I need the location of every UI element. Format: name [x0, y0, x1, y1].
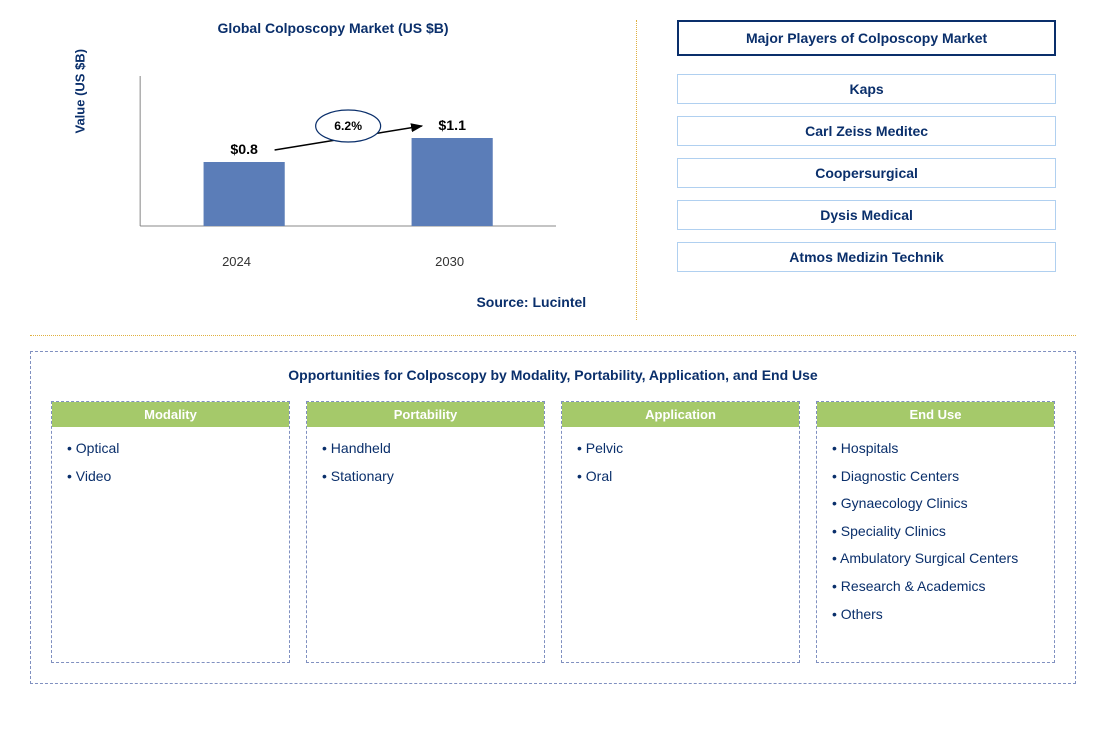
opportunity-items: • Handheld • Stationary: [307, 427, 544, 662]
opportunity-column-header: Portability: [307, 402, 544, 427]
player-item: Atmos Medizin Technik: [677, 242, 1056, 272]
bar-chart-svg: $0.8 $1.1 6.2%: [130, 66, 556, 246]
major-players-panel: Major Players of Colposcopy Market Kaps C…: [637, 20, 1076, 320]
chart-container: Value (US $B) $0.8$1.16.2%: [130, 66, 556, 246]
svg-text:6.2%: 6.2%: [334, 119, 362, 133]
source-text: Source: Lucintel: [476, 294, 586, 310]
opportunity-item: • Ambulatory Surgical Centers: [832, 549, 1039, 569]
x-axis-tick-label: 2024: [130, 254, 343, 269]
opportunity-column-header: End Use: [817, 402, 1054, 427]
opportunity-column-header: Application: [562, 402, 799, 427]
opportunity-item: • Speciality Clinics: [832, 522, 1039, 542]
opportunity-items: • Hospitals • Diagnostic Centers • Gynaeco…: [817, 427, 1054, 662]
opportunity-column: Application • Pelvic • Oral: [561, 401, 800, 663]
opportunity-item: • Handheld: [322, 439, 529, 459]
players-title: Major Players of Colposcopy Market: [677, 20, 1056, 56]
opportunity-item: • Diagnostic Centers: [832, 467, 1039, 487]
opportunities-section: Opportunities for Colposcopy by Modality…: [30, 351, 1076, 684]
opportunity-item: • Optical: [67, 439, 274, 459]
x-axis-labels: 20242030: [130, 254, 556, 269]
section-divider: [30, 335, 1076, 336]
y-axis-label: Value (US $B): [73, 49, 88, 134]
opportunity-item: • Gynaecology Clinics: [832, 494, 1039, 514]
x-axis-tick-label: 2030: [343, 254, 556, 269]
opportunity-items: • Pelvic • Oral: [562, 427, 799, 662]
player-item: Carl Zeiss Meditec: [677, 116, 1056, 146]
opportunity-item: • Pelvic: [577, 439, 784, 459]
svg-text:$1.1: $1.1: [438, 117, 466, 133]
chart-title: Global Colposcopy Market (US $B): [30, 20, 636, 36]
opportunity-item: • Others: [832, 605, 1039, 625]
opportunity-item: • Oral: [577, 467, 784, 487]
opportunity-column: End Use• Hospitals• Diagnostic Centers• …: [816, 401, 1055, 663]
opportunity-items: • Optical • Video: [52, 427, 289, 662]
player-item: Coopersurgical: [677, 158, 1056, 188]
opportunities-columns: Modality• Optical• VideoPortability• Han…: [51, 401, 1055, 663]
player-item: Kaps: [677, 74, 1056, 104]
opportunity-item: • Video: [67, 467, 274, 487]
players-list: Kaps Carl Zeiss Meditec Coopersurgical Dysi…: [677, 74, 1056, 272]
opportunity-item: • Stationary: [322, 467, 529, 487]
top-section: Global Colposcopy Market (US $B) Value (…: [30, 20, 1076, 320]
opportunity-column-header: Modality: [52, 402, 289, 427]
opportunity-item: • Hospitals: [832, 439, 1039, 459]
svg-text:$0.8: $0.8: [230, 141, 258, 157]
opportunity-item: • Research & Academics: [832, 577, 1039, 597]
opportunity-column: Modality • Optical • Video: [51, 401, 290, 663]
opportunity-column: Portability • Handheld • Stationary: [306, 401, 545, 663]
opportunities-title: Opportunities for Colposcopy by Modality…: [51, 367, 1055, 383]
chart-area: Global Colposcopy Market (US $B) Value (…: [30, 20, 637, 320]
player-item: Dysis Medical: [677, 200, 1056, 230]
